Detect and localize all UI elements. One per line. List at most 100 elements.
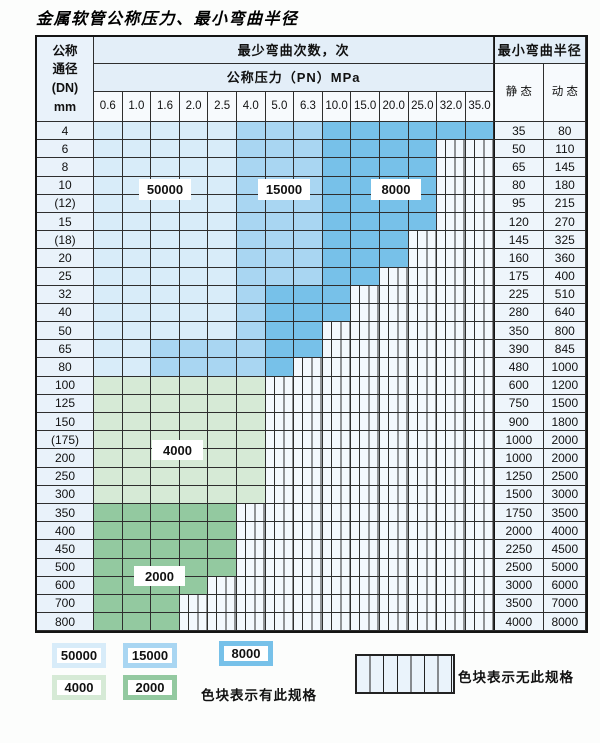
spec-cell <box>208 212 237 232</box>
spec-cell <box>322 576 352 595</box>
spec-cell <box>179 267 209 286</box>
spec-cell <box>179 340 209 359</box>
spec-cell <box>122 503 152 523</box>
dn-row-label: 500 <box>37 558 94 577</box>
pressure-col-header: 20.0 <box>379 92 409 122</box>
spec-cell <box>379 267 409 286</box>
spec-cell <box>379 594 409 614</box>
spec-cell <box>208 267 237 286</box>
dn-row-label: (12) <box>37 194 94 213</box>
spec-cell <box>94 358 123 377</box>
legend-swatch-8000: 8000 <box>219 641 273 666</box>
spec-cell <box>322 231 352 250</box>
pressure-col-header: 35.0 <box>465 92 495 122</box>
static-radius-value: 2000 <box>494 522 545 541</box>
spec-cell <box>322 358 352 377</box>
spec-cell <box>465 212 495 232</box>
spec-cell <box>236 340 266 359</box>
spec-cell <box>437 576 466 595</box>
spec-cell <box>322 267 352 286</box>
spec-cell <box>437 231 466 250</box>
pressure-col-header: 25.0 <box>408 92 438 122</box>
spec-cell <box>94 249 123 268</box>
spec-cell <box>351 340 380 359</box>
static-radius-value: 390 <box>494 340 545 359</box>
spec-cell <box>379 122 409 141</box>
spec-cell <box>208 467 237 486</box>
dn-row-label: 125 <box>37 394 94 413</box>
spec-cell <box>179 594 209 614</box>
spec-cell <box>122 431 152 450</box>
spec-cell <box>208 394 237 413</box>
spec-cell <box>265 558 295 577</box>
spec-cell <box>351 303 380 323</box>
spec-cell <box>208 576 237 595</box>
spec-cell <box>294 140 323 159</box>
pressure-col-header: 6.3 <box>294 92 323 122</box>
bend-times-header: 最少弯曲次数，次 <box>94 37 495 64</box>
spec-cell <box>379 394 409 413</box>
spec-cell <box>294 358 323 377</box>
spec-cell <box>465 485 495 504</box>
spec-cell <box>236 212 266 232</box>
spec-cell <box>236 285 266 304</box>
spec-cell <box>351 249 380 268</box>
spec-cell <box>465 303 495 323</box>
dn-row-label: 10 <box>37 176 94 195</box>
spec-cell <box>379 158 409 177</box>
spec-cell <box>179 540 209 559</box>
spec-cell <box>379 485 409 504</box>
spec-cell <box>94 303 123 323</box>
spec-cell <box>151 613 180 632</box>
spec-cell <box>322 340 352 359</box>
spec-cell <box>236 267 266 286</box>
dynamic-radius-value: 110 <box>544 140 587 159</box>
spec-cell <box>351 431 380 450</box>
spec-cell <box>265 413 295 432</box>
spec-cell <box>151 249 180 268</box>
spec-cell <box>437 140 466 159</box>
spec-cell <box>351 613 380 632</box>
legend-no-spec-swatch <box>355 654 455 694</box>
dn-row-label: 700 <box>37 594 94 614</box>
static-radius-value: 95 <box>494 194 545 213</box>
spec-cell <box>122 249 152 268</box>
spec-cell <box>408 449 438 468</box>
spec-cell <box>294 212 323 232</box>
region-label-15000: 15000 <box>258 179 310 200</box>
spec-cell <box>465 594 495 614</box>
spec-cell <box>236 503 266 523</box>
spec-cell <box>151 303 180 323</box>
spec-cell <box>437 358 466 377</box>
spec-cell <box>351 267 380 286</box>
dn-row-label: 250 <box>37 467 94 486</box>
spec-cell <box>294 285 323 304</box>
spec-cell <box>437 522 466 541</box>
spec-cell <box>408 594 438 614</box>
spec-cell <box>179 249 209 268</box>
spec-cell <box>236 231 266 250</box>
spec-cell <box>236 322 266 341</box>
spec-cell <box>465 376 495 395</box>
spec-cell <box>379 340 409 359</box>
dn-row-label: 150 <box>37 413 94 432</box>
spec-cell <box>236 249 266 268</box>
pressure-col-header: 5.0 <box>265 92 295 122</box>
static-radius-value: 3000 <box>494 576 545 595</box>
spec-cell <box>265 394 295 413</box>
dynamic-radius-value: 5000 <box>544 558 587 577</box>
dn-column-header-line: 通径 <box>52 62 78 77</box>
spec-cell <box>465 267 495 286</box>
spec-cell <box>94 285 123 304</box>
spec-cell <box>465 158 495 177</box>
spec-cell <box>379 303 409 323</box>
dn-column-header: 公称 通径 (DN) mm <box>37 37 94 122</box>
spec-cell <box>465 558 495 577</box>
page-title: 金属软管公称压力、最小弯曲半径 <box>36 9 299 28</box>
static-radius-value: 2250 <box>494 540 545 559</box>
dynamic-radius-value: 145 <box>544 158 587 177</box>
spec-cell <box>379 358 409 377</box>
spec-cell <box>408 322 438 341</box>
spec-cell <box>408 231 438 250</box>
pressure-header: 公称压力（PN）MPa <box>94 64 495 92</box>
